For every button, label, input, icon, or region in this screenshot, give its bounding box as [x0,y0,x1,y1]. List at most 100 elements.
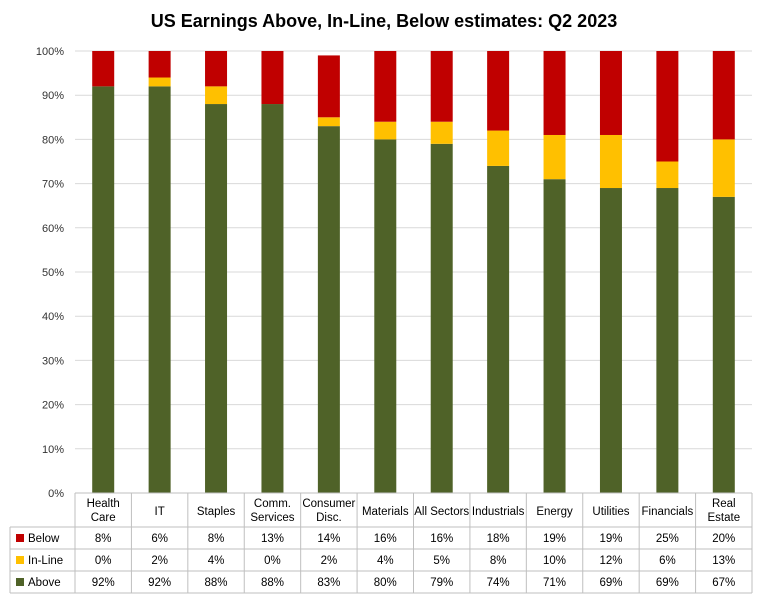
table-cell: 8% [208,533,225,545]
table-cell: 19% [599,533,622,545]
table-cell: 16% [374,533,397,545]
category-label: Comm. [254,498,291,510]
y-tick-label: 10% [42,444,64,456]
table-cell: 80% [374,577,397,589]
legend-key [16,578,24,586]
bar-below [712,51,735,140]
category-label: Health [87,498,120,510]
legend-label: In-Line [28,555,63,567]
table-cell: 13% [261,533,284,545]
bar-above [261,104,284,493]
table-cell: 13% [712,555,735,567]
category-label: Utilities [592,506,629,518]
table-cell: 14% [317,533,340,545]
bar-below [656,51,679,162]
bar-in-line [205,86,228,105]
table-cell: 71% [543,577,566,589]
y-tick-label: 80% [42,134,64,146]
bar-above [487,165,510,494]
table-cell: 69% [656,577,679,589]
bar-in-line [374,121,397,140]
gridlines [75,50,752,494]
table-cell: 16% [430,533,453,545]
y-axis: 0% 10% 20% 30% 40% 50% 60% 70% 80% 90% 100% [36,46,64,500]
y-tick-label: 70% [42,179,64,191]
y-tick-label: 0% [48,488,64,500]
category-label: Disc. [316,512,342,524]
y-tick-label: 90% [42,90,64,102]
bar-below [205,51,228,87]
category-label: Materials [362,506,409,518]
bar-below [599,51,622,135]
bar-in-line [487,130,510,166]
table-cell: 92% [148,577,171,589]
legend-label: Above [28,577,61,589]
bar-in-line [656,161,679,189]
bar-above [430,143,453,493]
table-cell: 2% [321,555,338,567]
bar-in-line [543,134,566,180]
bar-below [543,51,566,135]
bar-in-line [599,134,622,189]
bar-below [430,51,453,122]
table-cell: 83% [317,577,340,589]
table-cell: 0% [95,555,112,567]
category-label: Consumer [302,498,355,510]
bar-above [712,196,735,494]
table-cell: 12% [599,555,622,567]
table-cell: 0% [264,555,281,567]
category-label: Industrials [472,506,525,518]
table-cell: 74% [487,577,510,589]
bar-above [148,86,171,494]
category-label: Services [250,512,294,524]
y-tick-label: 20% [42,400,64,412]
category-label: Estate [707,512,740,524]
table-cell: 8% [95,533,112,545]
table-cell: 10% [543,555,566,567]
legend-key [16,534,24,542]
category-label: Energy [536,506,573,518]
bar-below [487,51,510,131]
category-label: IT [155,506,165,518]
data-table: Health Care IT Staples Comm. Services Consumer… [9,492,753,594]
bar-below [92,51,115,87]
chart-title: US Earnings Above, In-Line, Below estima… [151,11,617,31]
table-cell: 69% [599,577,622,589]
bar-above [599,188,622,493]
category-label: Real [712,498,736,510]
category-label: Staples [197,506,236,518]
bar-above [656,188,679,493]
bar-below [317,55,340,118]
table-cell: 6% [151,533,168,545]
bar-in-line [712,139,735,197]
table-cell: 92% [92,577,115,589]
bar-above [317,126,340,493]
table-cell: 79% [430,577,453,589]
y-tick-label: 40% [42,311,64,323]
table-cell: 2% [151,555,168,567]
bar-in-line [430,121,453,144]
y-tick-label: 30% [42,355,64,367]
legend-key [16,556,24,564]
y-tick-label: 100% [36,46,64,58]
bar-in-line [317,117,340,127]
table-cell: 67% [712,577,735,589]
bar-below [374,51,397,122]
bar-above [205,104,228,493]
bar-in-line [148,77,171,87]
y-tick-label: 60% [42,223,64,235]
category-label: All Sectors [414,506,469,518]
category-label: Financials [641,506,693,518]
bars [92,51,735,494]
table-cell: 88% [261,577,284,589]
table-cell: 20% [712,533,735,545]
table-cell: 18% [487,533,510,545]
bar-above [92,86,115,494]
table-cell: 88% [205,577,228,589]
table-cell: 8% [490,555,507,567]
bar-below [261,51,284,105]
category-label: Care [91,512,116,524]
y-tick-label: 50% [42,267,64,279]
bar-above [374,139,397,493]
